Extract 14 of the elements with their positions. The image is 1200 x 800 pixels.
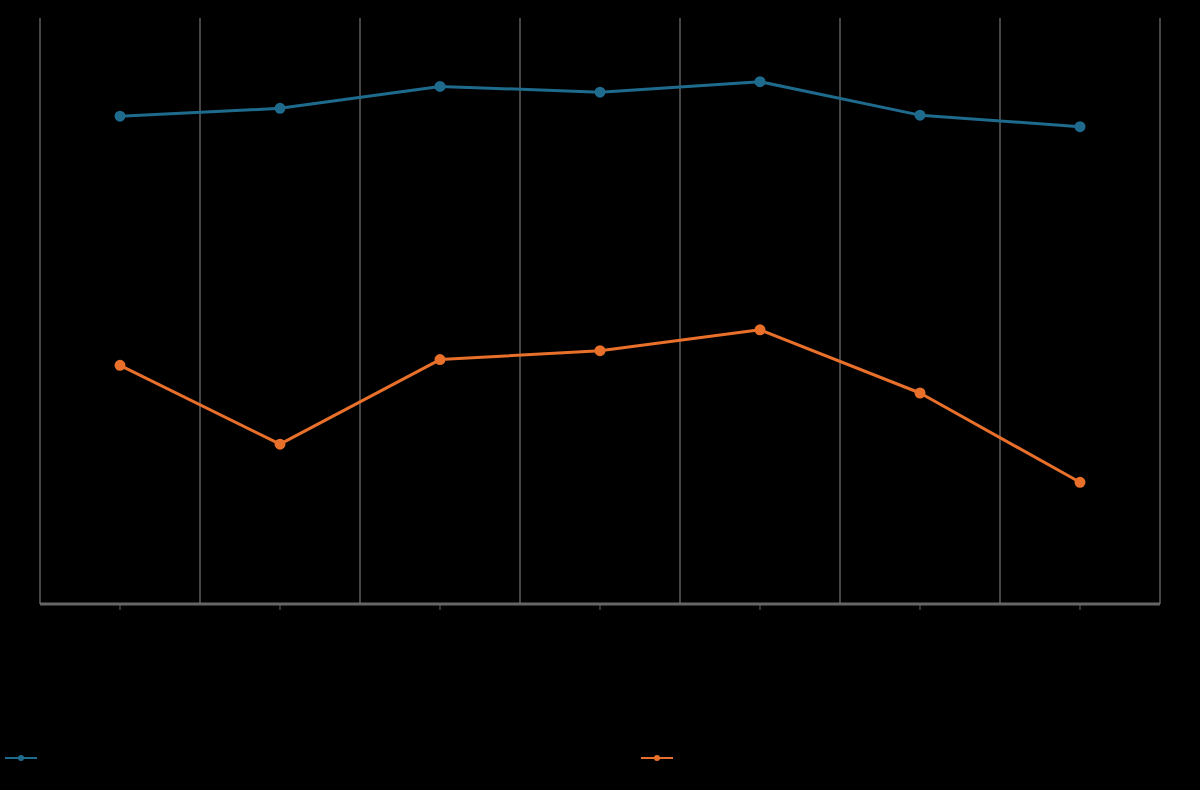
point bbox=[914, 109, 926, 121]
point bbox=[274, 102, 286, 114]
point bbox=[754, 324, 766, 336]
point bbox=[114, 110, 126, 122]
point bbox=[434, 354, 446, 366]
point bbox=[434, 80, 446, 92]
point bbox=[1074, 476, 1086, 488]
point bbox=[114, 359, 126, 371]
point bbox=[914, 387, 926, 399]
point bbox=[594, 86, 606, 98]
point bbox=[1074, 121, 1086, 133]
point bbox=[594, 345, 606, 357]
point bbox=[754, 76, 766, 88]
point bbox=[274, 438, 286, 450]
